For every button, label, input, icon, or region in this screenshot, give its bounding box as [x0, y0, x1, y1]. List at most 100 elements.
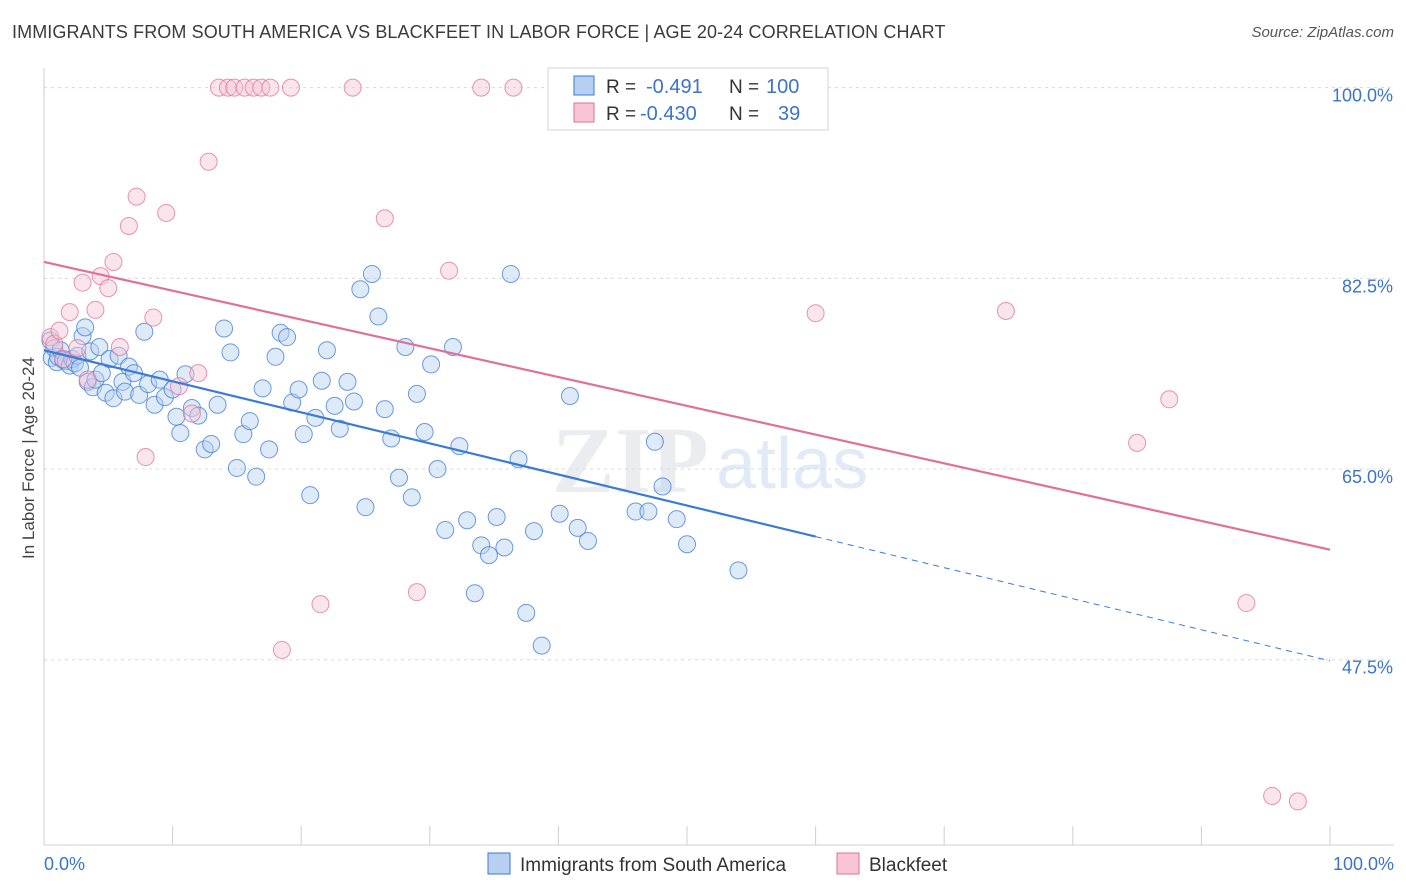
- point-south-america: [325, 396, 344, 415]
- point-blackfeet: [407, 583, 426, 602]
- point-south-america: [501, 264, 520, 283]
- point-blackfeet: [272, 640, 291, 659]
- point-south-america: [116, 382, 135, 401]
- point-blackfeet: [1288, 792, 1307, 811]
- point-south-america: [189, 406, 208, 425]
- trend-line-blue: [43, 349, 816, 538]
- point-south-america: [407, 384, 426, 403]
- point-blackfeet: [127, 187, 146, 206]
- point-blackfeet: [1128, 433, 1147, 452]
- point-south-america: [90, 337, 109, 356]
- point-blackfeet: [1237, 594, 1256, 613]
- point-south-america: [202, 434, 221, 453]
- point-blackfeet: [157, 203, 176, 222]
- point-south-america: [472, 536, 491, 555]
- point-south-america: [330, 419, 349, 438]
- watermark-atlas: atlas: [716, 424, 868, 504]
- point-south-america: [356, 498, 375, 517]
- point-blackfeet: [104, 252, 123, 271]
- point-south-america: [568, 518, 587, 537]
- point-south-america: [155, 388, 174, 407]
- series-legend-swatch-blue: [487, 852, 511, 875]
- point-blackfeet: [144, 308, 163, 327]
- chart-title: IMMIGRANTS FROM SOUTH AMERICA VS BLACKFE…: [12, 22, 946, 42]
- point-south-america: [369, 307, 388, 326]
- point-blackfeet: [86, 300, 105, 319]
- stats-legend: R = -0.491 N = 100 R = -0.430 N = 39: [547, 67, 829, 131]
- point-south-america: [402, 488, 421, 507]
- axes: [43, 68, 1394, 846]
- point-south-america: [253, 379, 272, 398]
- point-south-america: [338, 372, 357, 391]
- point-south-america: [729, 561, 748, 580]
- point-south-america: [436, 521, 455, 540]
- point-south-america: [312, 371, 331, 390]
- series-legend: Immigrants from South America Blackfeet: [487, 852, 948, 876]
- y-tick-label: 82.5%: [1342, 276, 1393, 296]
- watermark-zip: ZIP: [552, 409, 709, 513]
- point-south-america: [278, 328, 297, 347]
- point-blackfeet: [472, 78, 491, 97]
- legend-n-label-pink: N =: [729, 104, 759, 125]
- trend-line-extension-blue: [815, 536, 1331, 662]
- point-south-america: [240, 412, 259, 431]
- series-legend-swatch-pink: [836, 852, 860, 875]
- point-south-america: [294, 425, 313, 444]
- point-blackfeet: [199, 152, 218, 171]
- data-points: [41, 78, 1307, 811]
- legend-r-value-pink: -0.430: [640, 103, 697, 125]
- point-south-america: [443, 337, 462, 356]
- point-south-america: [182, 399, 201, 418]
- point-blackfeet: [343, 78, 362, 97]
- legend-r-label-pink: R =: [606, 104, 636, 125]
- point-blackfeet: [170, 377, 189, 396]
- watermark: ZIP atlas: [552, 409, 868, 513]
- legend-r-label-blue: R =: [606, 77, 636, 98]
- x-tick-label-min: 0.0%: [44, 854, 85, 874]
- point-south-america: [266, 347, 285, 366]
- point-south-america: [145, 395, 164, 414]
- point-south-america: [135, 322, 154, 341]
- trend-lines: [43, 260, 1331, 662]
- point-south-america: [86, 370, 105, 389]
- point-blackfeet: [440, 261, 459, 280]
- legend-swatch-pink: [573, 102, 595, 123]
- point-blackfeet: [375, 209, 394, 228]
- point-south-america: [653, 477, 672, 496]
- point-blackfeet: [60, 303, 79, 322]
- point-blackfeet: [311, 595, 330, 614]
- series-legend-label-pink: Blackfeet: [869, 855, 948, 876]
- point-south-america: [678, 535, 696, 554]
- point-south-america: [645, 432, 664, 451]
- point-blackfeet: [73, 273, 92, 292]
- stats-legend-box: [547, 67, 829, 131]
- legend-r-value-blue: -0.491: [646, 76, 703, 98]
- point-south-america: [422, 355, 441, 374]
- point-blackfeet: [504, 78, 523, 97]
- legend-n-value-blue: 100: [766, 76, 799, 98]
- point-south-america: [351, 280, 370, 299]
- y-axis-label: In Labor Force | Age 20-24: [19, 357, 38, 559]
- point-blackfeet: [189, 364, 208, 383]
- point-south-america: [532, 636, 551, 655]
- point-south-america: [375, 400, 394, 419]
- grid-lines: [44, 87, 1394, 661]
- point-blackfeet: [996, 302, 1015, 321]
- point-blackfeet: [68, 339, 87, 358]
- legend-n-value-pink: 39: [778, 103, 800, 125]
- point-south-america: [465, 584, 484, 603]
- point-blackfeet: [252, 78, 271, 97]
- legend-n-label-blue: N =: [729, 77, 759, 98]
- point-south-america: [517, 603, 536, 622]
- point-south-america: [362, 264, 381, 283]
- point-south-america: [639, 502, 658, 521]
- x-tick-label-max: 100.0%: [1333, 854, 1394, 874]
- point-south-america: [215, 319, 234, 338]
- point-south-america: [560, 387, 579, 406]
- point-south-america: [221, 343, 240, 362]
- point-south-america: [415, 422, 434, 441]
- x-ticks: [172, 826, 1331, 845]
- point-blackfeet: [806, 304, 825, 323]
- y-tick-label: 47.5%: [1342, 658, 1393, 678]
